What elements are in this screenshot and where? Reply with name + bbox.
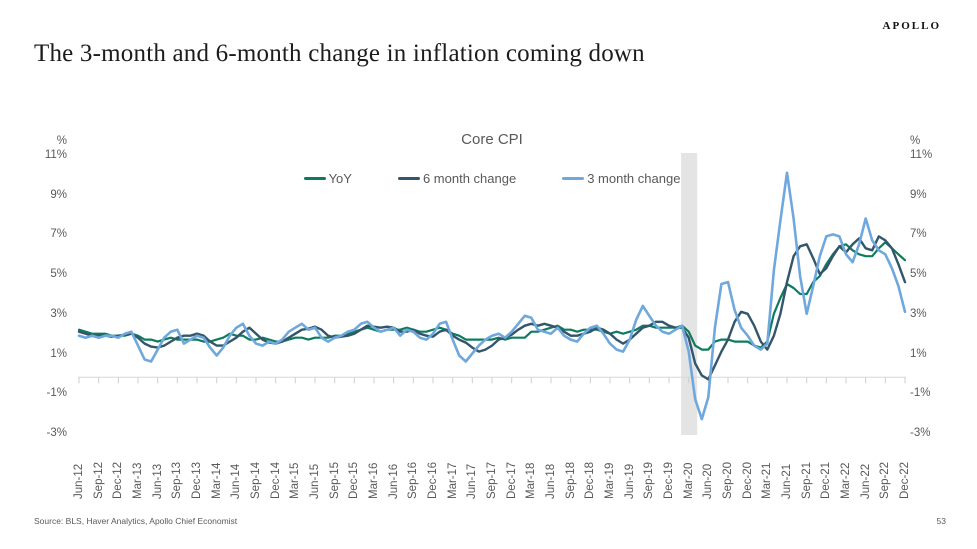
legend-item-yoy: YoY [303, 171, 352, 186]
page-number: 53 [936, 516, 946, 526]
apollo-logo: APOLLO [882, 20, 941, 32]
legend-swatch-3-month-change [562, 176, 585, 181]
legend-label-yoy: YoY [328, 171, 352, 186]
legend-swatch-yoy [303, 176, 326, 181]
series-line-3-month-change [77, 171, 907, 421]
chart-title: Core CPI [461, 131, 523, 148]
legend-label-6-month-change: 6 month change [422, 171, 517, 186]
recession-band [681, 153, 698, 435]
chart-legend: YoY 6 month change 3 month change [79, 171, 905, 186]
legend-label-3-month-change: 3 month change [587, 171, 681, 186]
legend-item-6-month-change: 6 month change [397, 171, 517, 186]
series-line-yoy [77, 241, 907, 351]
legend-swatch-6-month-change [397, 176, 420, 181]
legend-item-3-month-change: 3 month change [562, 171, 680, 186]
page-title: The 3-month and 6-month change in inflat… [34, 40, 645, 67]
series-line-6-month-change [77, 235, 907, 381]
source-note: Source: BLS, Haver Analytics, Apollo Chi… [34, 516, 238, 526]
